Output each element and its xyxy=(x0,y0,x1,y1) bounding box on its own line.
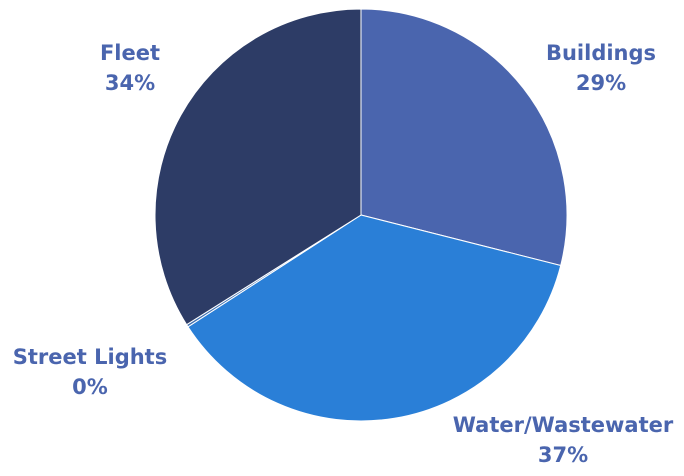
pie-slice-water-wastewater xyxy=(187,214,562,422)
slice-label-fleet-value: 34% xyxy=(104,71,156,95)
pie-slice-buildings xyxy=(360,8,568,267)
slice-label-buildings-value: 29% xyxy=(575,71,627,95)
slice-label-fleet: Fleet 34% xyxy=(100,38,160,98)
slice-label-buildings-name: Buildings xyxy=(545,41,657,65)
slice-label-water-wastewater: Water/Wastewater 37% xyxy=(453,410,673,470)
slice-label-buildings: Buildings 29% xyxy=(546,38,656,98)
slice-label-fleet-name: Fleet xyxy=(99,41,161,65)
pie-slice-fleet xyxy=(154,8,362,326)
slice-label-street-lights-value: 0% xyxy=(72,375,108,399)
slice-label-street-lights: Street Lights 0% xyxy=(13,342,167,402)
slice-label-water-wastewater-value: 37% xyxy=(537,443,589,467)
slice-label-water-wastewater-name: Water/Wastewater xyxy=(452,413,674,437)
slice-label-street-lights-name: Street Lights xyxy=(12,345,168,369)
